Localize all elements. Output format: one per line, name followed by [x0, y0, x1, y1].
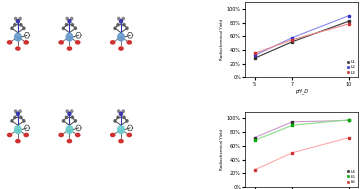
Y-axis label: Radiochemical Yield: Radiochemical Yield [220, 129, 224, 170]
Circle shape [126, 27, 128, 29]
Circle shape [19, 17, 21, 20]
Y-axis label: Radiochemical Yield: Radiochemical Yield [220, 19, 224, 60]
Circle shape [114, 27, 116, 29]
Circle shape [66, 126, 73, 134]
Ellipse shape [76, 41, 80, 44]
Circle shape [23, 120, 25, 122]
Circle shape [19, 110, 21, 112]
Ellipse shape [59, 133, 63, 137]
Circle shape [117, 116, 119, 119]
Circle shape [66, 33, 73, 41]
Circle shape [126, 120, 128, 122]
Circle shape [20, 24, 22, 26]
Circle shape [14, 17, 17, 20]
Ellipse shape [59, 41, 63, 44]
Circle shape [117, 24, 119, 26]
Ellipse shape [111, 41, 115, 44]
Ellipse shape [16, 139, 20, 143]
Circle shape [20, 116, 22, 119]
Circle shape [14, 116, 16, 119]
Ellipse shape [127, 133, 131, 137]
Circle shape [71, 116, 73, 119]
Circle shape [71, 24, 73, 26]
Ellipse shape [76, 133, 80, 137]
Ellipse shape [24, 41, 28, 44]
Circle shape [75, 27, 76, 29]
Ellipse shape [127, 41, 131, 44]
Circle shape [71, 110, 73, 112]
Ellipse shape [67, 139, 72, 143]
Circle shape [16, 112, 20, 116]
Ellipse shape [67, 47, 72, 50]
Legend: L4, L5, L6: L4, L5, L6 [346, 169, 356, 185]
Ellipse shape [119, 139, 123, 143]
Circle shape [122, 17, 124, 20]
Circle shape [118, 33, 124, 41]
Circle shape [11, 120, 13, 122]
Circle shape [114, 120, 116, 122]
Circle shape [118, 17, 120, 20]
Circle shape [14, 24, 16, 26]
Ellipse shape [8, 41, 12, 44]
Circle shape [14, 110, 17, 112]
Circle shape [68, 19, 71, 23]
Ellipse shape [24, 133, 28, 137]
Circle shape [11, 27, 13, 29]
Circle shape [14, 33, 21, 41]
Legend: L1, L2, L3: L1, L2, L3 [346, 59, 356, 75]
Ellipse shape [16, 47, 20, 50]
Circle shape [66, 24, 67, 26]
Circle shape [23, 27, 25, 29]
Circle shape [71, 17, 73, 20]
X-axis label: pH_D: pH_D [295, 88, 308, 94]
Circle shape [68, 112, 71, 116]
Ellipse shape [8, 133, 12, 137]
Circle shape [118, 126, 124, 134]
Circle shape [123, 24, 125, 26]
Circle shape [14, 126, 21, 134]
Circle shape [66, 110, 68, 112]
Circle shape [118, 110, 120, 112]
Circle shape [122, 110, 124, 112]
Circle shape [119, 112, 122, 116]
Circle shape [75, 120, 76, 122]
Circle shape [119, 19, 122, 23]
Circle shape [62, 120, 64, 122]
Circle shape [66, 116, 67, 119]
Ellipse shape [119, 47, 123, 50]
Circle shape [66, 17, 68, 20]
Circle shape [123, 116, 125, 119]
Circle shape [16, 19, 20, 23]
Ellipse shape [111, 133, 115, 137]
Circle shape [62, 27, 64, 29]
